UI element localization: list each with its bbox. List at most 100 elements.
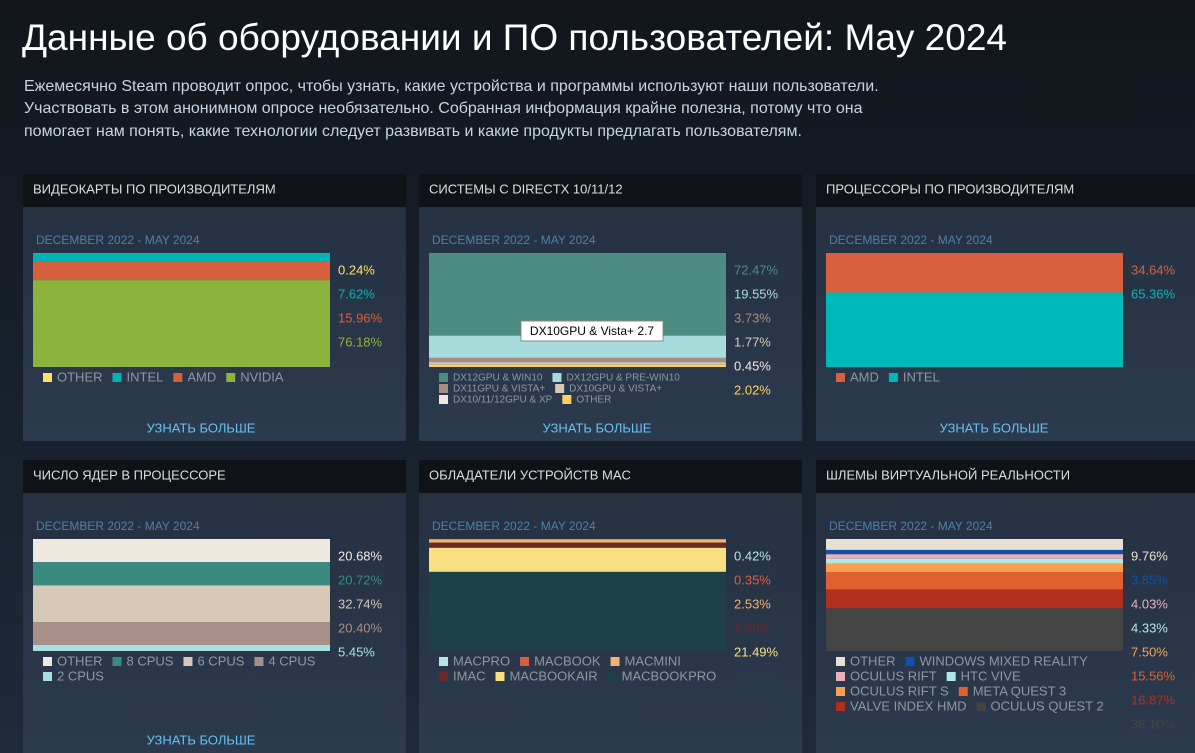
page-title: Данные об оборудовании и ПО пользователе…: [22, 17, 1007, 58]
area-band: [33, 562, 330, 586]
area-band: [826, 539, 1123, 550]
area-band: [826, 572, 1123, 590]
area-band: [826, 292, 1123, 367]
value-label: 20.68%: [338, 548, 383, 563]
legend-swatch: [439, 373, 448, 382]
legend-swatch: [43, 657, 52, 666]
value-label: 38.10%: [1131, 716, 1176, 731]
legend-label: MACMINI: [625, 653, 681, 668]
area-band: [33, 280, 330, 367]
learn-more-link[interactable]: УЗНАТЬ БОЛЬШЕ: [940, 420, 1049, 435]
value-label: 76.18%: [338, 334, 383, 349]
legend-label: OTHER: [850, 653, 896, 668]
legend-swatch: [562, 395, 572, 404]
area-band: [429, 542, 726, 548]
value-label: 3.73%: [734, 310, 771, 325]
legend-label: MACPRO: [453, 653, 510, 668]
legend-swatch: [552, 373, 562, 382]
legend-label: 6 CPUS: [197, 653, 244, 668]
legend-label: 4 CPUS: [268, 653, 315, 668]
value-label: 3.85%: [1131, 572, 1168, 587]
panel-header: [816, 174, 1195, 207]
legend-label: VALVE INDEX HMD: [850, 698, 967, 713]
learn-more-link[interactable]: УЗНАТЬ БОЛЬШЕ: [147, 732, 256, 747]
legend-swatch: [439, 657, 448, 666]
legend-label: DX10GPU & VISTA+: [569, 384, 662, 395]
panel-title: ОБЛАДАТЕЛИ УСТРОЙСТВ MAC: [429, 467, 631, 482]
area-band: [826, 253, 1123, 293]
value-label: 70.63%: [734, 668, 779, 683]
legend-swatch: [836, 672, 845, 681]
value-label: 0.42%: [734, 548, 771, 563]
area-band: [826, 589, 1123, 609]
legend-swatch: [905, 657, 915, 666]
legend-swatch: [836, 687, 845, 696]
area-band: [33, 622, 330, 645]
value-label: 0.24%: [338, 262, 375, 277]
legend-label: HTC VIVE: [961, 668, 1021, 683]
value-label: 1.77%: [734, 334, 771, 349]
panel-header: [419, 460, 802, 493]
value-label: 0.35%: [734, 572, 771, 587]
area-band: [826, 554, 1123, 559]
legend-swatch: [43, 373, 52, 382]
learn-more-link[interactable]: УЗНАТЬ БОЛЬШЕ: [147, 420, 256, 435]
area-band: [826, 549, 1123, 555]
intro-line: Ежемесячно Steam проводит опрос, чтобы у…: [24, 78, 879, 95]
area-band: [429, 364, 726, 365]
area-band: [33, 585, 330, 623]
area-band: [826, 608, 1123, 651]
area-band: [33, 253, 330, 262]
value-label: 9.76%: [1131, 548, 1168, 563]
panel-subtitle: DECEMBER 2022 - MAY 2024: [432, 233, 596, 247]
area-band: [33, 539, 330, 563]
value-label: 20.40%: [338, 620, 383, 635]
panel-subtitle: DECEMBER 2022 - MAY 2024: [36, 233, 200, 247]
legend-swatch: [439, 672, 448, 681]
area-band: [429, 571, 726, 651]
legend-label: OCULUS RIFT S: [850, 683, 949, 698]
legend-swatch: [610, 657, 620, 666]
legend-label: NVIDIA: [240, 369, 284, 384]
legend-swatch: [43, 672, 52, 681]
area-band: [429, 357, 726, 363]
panel-header: [23, 460, 406, 493]
legend-swatch: [836, 373, 845, 382]
panel-subtitle: DECEMBER 2022 - MAY 2024: [432, 519, 596, 533]
panel-subtitle: DECEMBER 2022 - MAY 2024: [829, 519, 993, 533]
area-band: [429, 362, 726, 365]
legend-swatch: [946, 672, 956, 681]
panel-subtitle: DECEMBER 2022 - MAY 2024: [829, 233, 993, 247]
value-label: 4.58%: [734, 620, 771, 635]
legend-swatch: [836, 657, 845, 666]
legend-label: OTHER: [57, 653, 103, 668]
value-label: 7.62%: [338, 286, 375, 301]
legend-swatch: [495, 672, 505, 681]
value-label: 4.03%: [1131, 596, 1168, 611]
legend-swatch: [607, 672, 617, 681]
legend-label: INTEL: [127, 369, 164, 384]
value-label: 65.36%: [1131, 286, 1176, 301]
tooltip: DX10GPU & Vista+ 2.7: [530, 324, 655, 338]
value-label: 19.55%: [734, 286, 779, 301]
legend-swatch: [173, 373, 183, 382]
legend-label: 2 CPUS: [57, 668, 104, 683]
value-label: 2.53%: [734, 596, 771, 611]
area-band: [429, 547, 726, 572]
value-label: 32.74%: [338, 596, 383, 611]
panel-title: ШЛЕМЫ ВИРТУАЛЬНОЙ РЕАЛЬНОСТИ: [826, 467, 1070, 482]
legend-swatch: [183, 657, 193, 666]
learn-more-link[interactable]: УЗНАТЬ БОЛЬШЕ: [543, 420, 652, 435]
legend-label: MACBOOKAIR: [510, 668, 598, 683]
legend-label: OCULUS QUEST 2: [991, 698, 1104, 713]
area-band: [33, 644, 330, 651]
panel-title: ЧИСЛО ЯДЕР В ПРОЦЕССОРЕ: [33, 467, 226, 482]
panel-subtitle: DECEMBER 2022 - MAY 2024: [36, 519, 200, 533]
legend-label: AMD: [850, 369, 879, 384]
legend-label: DX12GPU & WIN10: [453, 373, 543, 384]
panel-title: СИСТЕМЫ С DIRECTX 10/11/12: [429, 181, 623, 196]
value-label: 15.56%: [1131, 668, 1176, 683]
legend-label: OCULUS RIFT: [850, 668, 937, 683]
value-label: 7.50%: [1131, 644, 1168, 659]
